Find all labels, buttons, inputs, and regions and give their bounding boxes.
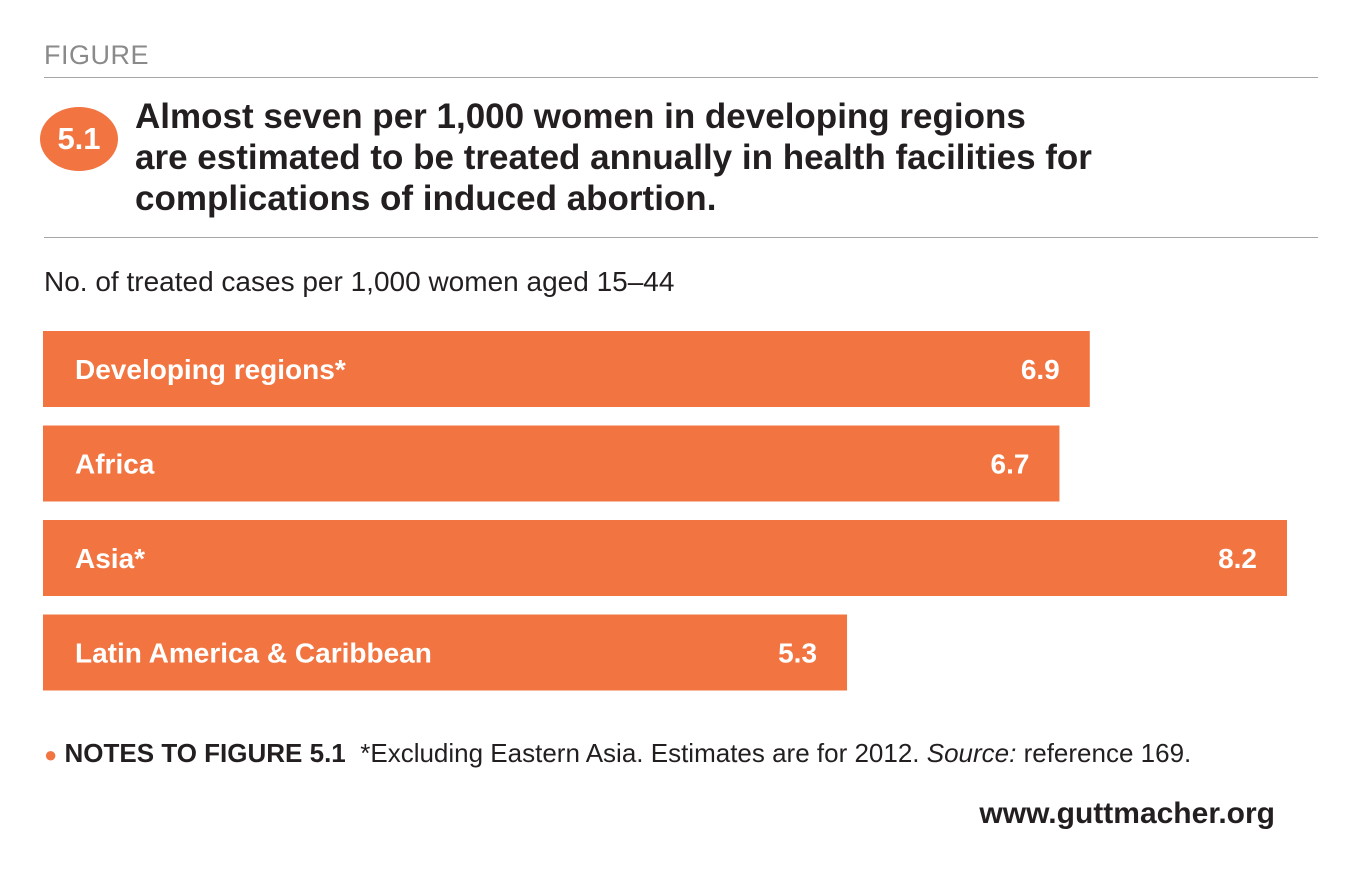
category-label: Asia*	[75, 543, 145, 574]
bar	[43, 425, 1060, 502]
figure-notes: ● NOTES TO FIGURE 5.1 *Excluding Eastern…	[44, 737, 1294, 771]
notes-source-ref: reference 169.	[1016, 738, 1192, 768]
chart-subtitle: No. of treated cases per 1,000 women age…	[44, 266, 675, 297]
notes-source-label: Source:	[926, 738, 1017, 768]
source-url: www.guttmacher.org	[979, 797, 1275, 830]
title-divider	[44, 237, 1318, 238]
bar	[43, 614, 848, 691]
bar	[43, 520, 1287, 596]
chart-title-line: complications of induced abortion.	[135, 179, 717, 218]
value-label: 8.2	[1218, 543, 1257, 574]
chart-title-line: are estimated to be treated annually in …	[135, 138, 1092, 177]
figure-label: FIGURE	[44, 40, 150, 70]
category-label: Africa	[75, 449, 155, 480]
figure-number-badge: 5.1	[40, 107, 118, 171]
bullet-dot-icon: ●	[44, 742, 58, 767]
top-divider	[44, 77, 1318, 78]
category-label: Developing regions*	[75, 354, 346, 385]
chart-title-line: Almost seven per 1,000 women in developi…	[135, 97, 1026, 136]
bar	[43, 331, 1090, 407]
value-label: 6.7	[991, 449, 1030, 480]
value-label: 5.3	[778, 638, 817, 669]
notes-heading: NOTES TO FIGURE 5.1	[64, 738, 346, 768]
chart-title: Almost seven per 1,000 women in developi…	[135, 96, 1255, 219]
category-label: Latin America & Caribbean	[75, 638, 432, 669]
notes-text: *Excluding Eastern Asia. Estimates are f…	[360, 738, 927, 768]
value-label: 6.9	[1021, 354, 1060, 385]
